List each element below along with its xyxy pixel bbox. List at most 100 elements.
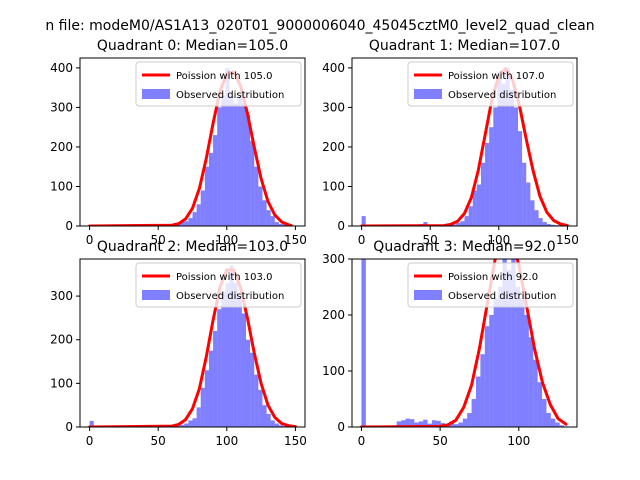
y-tick-label: 400: [50, 61, 73, 75]
histogram-bar: [283, 224, 288, 226]
quadrant-0-panel: 0 50 100 150 0 100 200 300 400 Quadrant 0: Median…: [50, 38, 307, 247]
y-tick-label: 0: [65, 219, 73, 233]
histogram-bar: [423, 419, 428, 427]
histogram-bar: [246, 339, 251, 427]
histogram-bar: [471, 399, 476, 427]
subplot-grid: 0 50 100 150 0 100 200 300 400 Quadrant 0: Median…: [50, 38, 579, 448]
histogram-bar: [546, 224, 551, 226]
histogram-bar: [498, 287, 503, 427]
histogram-bar: [229, 95, 234, 226]
histogram-bar: [89, 420, 94, 427]
y-tick-label: 200: [50, 333, 73, 347]
y-tick-label: 300: [322, 100, 345, 114]
legend-box: [407, 61, 574, 107]
histogram-bar: [225, 283, 230, 427]
histogram-bar: [254, 374, 259, 427]
histogram-bar: [262, 405, 267, 427]
histogram-bar: [522, 162, 527, 226]
subplot-title: Quadrant 0: Median=105.0: [97, 38, 288, 54]
y-tick-label: 100: [50, 179, 73, 193]
x-tick-label: 50: [151, 434, 166, 448]
x-tick-label: 0: [86, 434, 94, 448]
axes-frame: [79, 57, 306, 227]
histogram-bar: [184, 423, 189, 427]
y-tick-label: 300: [50, 100, 73, 114]
histogram-bar: [246, 115, 251, 226]
histogram-bar: [524, 315, 529, 427]
histogram-bar: [270, 420, 275, 427]
legend: Poission with 103.0 Observed distribution: [135, 262, 302, 308]
histogram-bar: [534, 210, 539, 226]
histogram-bar: [452, 224, 457, 226]
x-tick-label: 150: [284, 434, 307, 448]
histogram-bar: [233, 283, 238, 427]
histogram-bar: [266, 413, 271, 427]
histogram-bar: [513, 107, 519, 226]
legend-label-observed: Observed distribution: [176, 291, 284, 302]
x-tick-label: 50: [432, 434, 447, 448]
histogram-bar: [520, 298, 525, 427]
histogram-bar: [559, 425, 565, 427]
histogram-bar: [180, 222, 185, 226]
x-tick-label: 150: [284, 233, 307, 247]
histogram-bar: [213, 331, 218, 427]
histogram-bar: [188, 420, 193, 427]
y-tick-label: 200: [322, 140, 345, 154]
quadrant-1-panel: 0 50 100 150 0 100 200 300 400 Quadrant 1: Median…: [322, 38, 579, 247]
histogram-bar: [509, 89, 514, 226]
x-tick-label: 0: [358, 434, 366, 448]
subplot-title: Quadrant 2: Median=103.0: [97, 239, 288, 255]
histogram-bar: [502, 259, 507, 427]
poisson-line: [359, 259, 568, 427]
x-tick-label: 150: [556, 233, 579, 247]
histogram-bar: [270, 216, 275, 226]
figure-suptitle: n file: modeM0/AS1A13_020T01_9000006040_…: [45, 18, 594, 34]
histogram-bar: [274, 423, 279, 427]
legend: Poission with 92.0 Observed distribution: [407, 262, 574, 308]
histogram-bar: [204, 166, 209, 226]
histogram-bar: [221, 291, 226, 427]
subplot-title: Quadrant 1: Median=107.0: [369, 38, 560, 54]
histogram-bar: [505, 67, 510, 226]
histogram-bar: [200, 190, 205, 226]
histogram-bar: [274, 222, 279, 226]
histogram-bar: [196, 407, 201, 427]
legend-box: [407, 262, 574, 308]
histogram-bar: [555, 422, 560, 427]
y-tick-label: 200: [50, 140, 73, 154]
histogram-bar: [221, 95, 226, 226]
histogram-bar: [184, 221, 189, 226]
histogram-bar: [396, 421, 402, 427]
y-tick-label: 0: [337, 219, 345, 233]
histogram-bar: [200, 387, 205, 427]
x-tick-label: 100: [215, 233, 238, 247]
histogram-bar: [278, 425, 284, 427]
histogram-bar: [493, 298, 499, 427]
legend-bar-swatch: [414, 290, 442, 300]
histogram-bar: [542, 222, 547, 226]
histogram-bar: [192, 418, 197, 427]
y-tick-label: 200: [322, 308, 345, 322]
y-tick-label: 100: [50, 376, 73, 390]
histogram-bar: [458, 422, 463, 427]
histogram-bar: [217, 107, 222, 226]
histogram-bar: [506, 270, 512, 427]
axes-frame: [79, 258, 306, 428]
histogram-bar: [237, 95, 242, 226]
histogram-bar: [241, 103, 247, 226]
histogram-bar: [436, 420, 441, 427]
histogram-bar: [401, 420, 406, 427]
histogram-bar: [475, 376, 481, 427]
histogram-bar: [262, 200, 267, 226]
histogram-bar: [456, 222, 461, 226]
histogram-bar: [361, 216, 366, 226]
y-tick-label: 0: [337, 420, 345, 434]
histogram-bar: [501, 83, 506, 226]
histogram-bar: [528, 337, 534, 427]
histogram-bar: [480, 162, 486, 226]
legend-label-poisson: Poission with 103.0: [176, 272, 272, 283]
x-tick-label: 50: [423, 233, 438, 247]
x-tick-label: 100: [487, 233, 510, 247]
histogram-bar: [266, 210, 271, 226]
legend-bar-swatch: [142, 290, 170, 300]
